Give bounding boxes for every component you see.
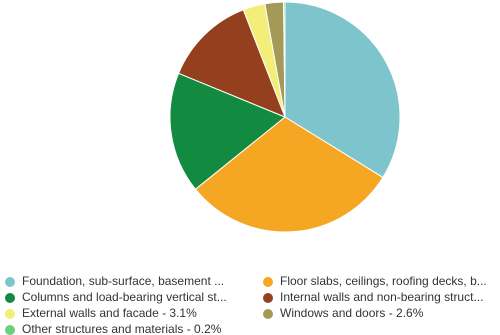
legend-marker (5, 325, 15, 335)
legend-label: Foundation, sub-surface, basement ... (22, 274, 224, 288)
pie-slice (177, 9, 286, 118)
legend-marker (263, 277, 273, 287)
legend-label: Columns and load-bearing vertical st... (22, 290, 227, 304)
pie-slice (169, 72, 286, 190)
legend-label: Floor slabs, ceilings, roofing decks, b.… (280, 274, 487, 288)
legend-label: Windows and doors - 2.6% (280, 306, 424, 320)
legend-marker (263, 293, 273, 303)
pie-slice (284, 1, 401, 179)
legend-marker (5, 293, 15, 303)
legend-label: Internal walls and non-bearing struct... (280, 290, 483, 304)
legend-marker (5, 309, 15, 319)
pie-slice (194, 116, 384, 233)
legend-label: External walls and facade - 3.1% (22, 306, 197, 320)
legend-marker (263, 309, 273, 319)
pie-slice (283, 1, 286, 118)
legend-marker (5, 277, 15, 287)
legend-label: Other structures and materials - 0.2% (22, 322, 222, 335)
